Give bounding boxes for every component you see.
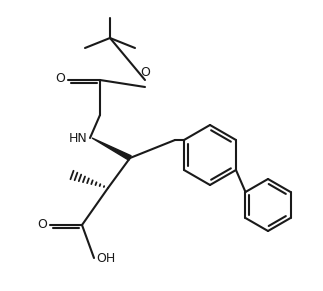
Text: OH: OH (96, 251, 115, 265)
Text: O: O (55, 72, 65, 86)
Text: HN: HN (69, 132, 88, 145)
Polygon shape (92, 138, 131, 160)
Text: O: O (37, 217, 47, 230)
Text: O: O (140, 66, 150, 79)
